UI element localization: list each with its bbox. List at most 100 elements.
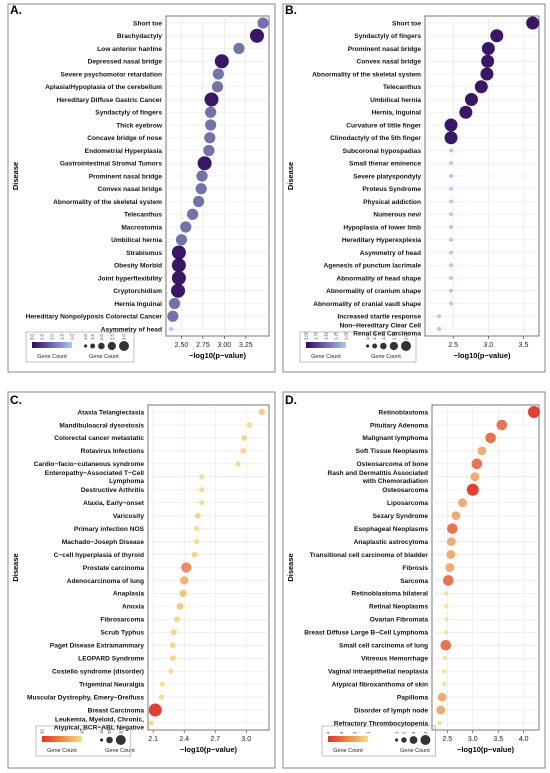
size-legend-dot: [401, 341, 411, 351]
x-axis-label: −log10(p−value): [180, 745, 238, 754]
data-point: [449, 161, 454, 166]
size-legend-dot: [107, 341, 116, 351]
data-point: [443, 630, 448, 635]
legend-box: [299, 331, 417, 363]
data-point: [442, 656, 447, 661]
size-legend-dot: [409, 736, 418, 744]
size-legend-tick: 1.5: [90, 334, 95, 340]
category-label: Abnormality of cranial vault shape: [313, 301, 421, 308]
data-point: [485, 432, 496, 444]
data-point: [199, 487, 205, 493]
data-point: [205, 119, 217, 131]
colorbar-tick: 1.25: [334, 331, 339, 340]
category-label: Leukemia, Myeloid, Chronic, Atypical, BCR…: [54, 716, 145, 731]
category-label: Low anterior hairline: [97, 46, 162, 53]
category-label: Hernia, Inguinal: [372, 110, 422, 117]
size-legend-title: Gene Count: [105, 748, 135, 754]
data-point: [257, 17, 269, 29]
data-point: [480, 67, 494, 81]
category-label: Trigeminal Neuralgia: [79, 681, 144, 688]
category-label: Prominent nasal bridge: [348, 46, 422, 53]
data-point: [170, 629, 177, 636]
data-point: [477, 446, 487, 456]
data-point: [444, 131, 458, 145]
data-point: [449, 212, 454, 217]
data-point: [176, 602, 184, 610]
category-label: Breast Carcinoma: [88, 707, 145, 714]
category-label: Cardio−facio−cutaneous syndrome: [34, 461, 145, 468]
size-legend-tick: 3.0: [122, 334, 127, 340]
category-label: Short toe: [392, 20, 421, 27]
x-tick-label: 3.0: [483, 342, 493, 349]
x-tick-label: 3.25: [239, 342, 253, 349]
legend-box: [35, 725, 132, 757]
y-axis-label: Disease: [286, 553, 295, 581]
data-point: [459, 105, 473, 119]
data-point: [204, 132, 216, 144]
colorbar-title: Gene Count: [333, 748, 363, 754]
data-point: [148, 720, 154, 726]
data-point: [204, 92, 219, 107]
category-label: Ovarian Fibromata: [370, 617, 429, 624]
category-label: Endometrial Hyperplasia: [85, 148, 163, 155]
panel-d: D. 2.5 3.0 3.5 4.0 −log10(p−value) Disease Reti…: [282, 391, 546, 769]
data-point: [199, 500, 205, 506]
category-label: Short toe: [133, 20, 162, 27]
category-label: Anoxia: [122, 604, 144, 611]
category-label: Clinodactyly of the 5th finger: [330, 135, 421, 142]
category-label: Convex nasal bridge: [357, 59, 422, 66]
category-label: Rotavirus Infections: [81, 448, 145, 455]
category-label-line: Atypical, BCR−ABL Negative: [54, 724, 145, 731]
data-point: [445, 563, 455, 572]
x-tick-label: 2.75: [196, 342, 210, 349]
size-legend-tick: 2.00: [404, 331, 409, 340]
size-legend-dot: [119, 341, 129, 351]
data-point: [181, 562, 192, 573]
x-tick-label: 3.5: [493, 736, 503, 743]
size-legend-tick: 3: [411, 731, 416, 734]
x-tick-label: 2.50: [175, 342, 189, 349]
category-label: Hernia Inguinal: [114, 301, 162, 308]
data-point: [443, 575, 454, 586]
y-axis-label: Disease: [11, 162, 20, 190]
category-label: Abnormality of head shape: [336, 275, 421, 282]
category-label: Rash and Dermatitis Associated with Chemo…: [327, 470, 428, 485]
category-label: Pituitary Adenoma: [370, 422, 428, 429]
data-point: [180, 576, 189, 585]
category-label: Agenesis of punctum lacrimale: [324, 263, 422, 270]
category-label: Strabismus: [126, 250, 162, 257]
colorbar: [328, 736, 368, 742]
category-label: Hypoplasia of lower limb: [343, 224, 421, 231]
data-point: [444, 617, 449, 622]
size-legend-tick: 1.50: [381, 331, 386, 340]
size-legend-dot: [372, 343, 378, 349]
panel-letter: D.: [285, 393, 297, 407]
data-point: [446, 537, 456, 546]
size-legend-tick: 2: [401, 731, 406, 734]
data-point: [195, 183, 207, 195]
data-point: [191, 551, 198, 558]
size-legend-title: Gene Count: [371, 354, 401, 360]
legend-box: [321, 725, 436, 757]
colorbar-tick: 4: [326, 731, 331, 734]
category-label-line: Leukemia, Myeloid, Chronic,: [55, 716, 144, 723]
category-label: Syndactyly of fingers: [95, 110, 162, 117]
size-legend-dot: [90, 343, 96, 349]
data-point: [490, 29, 504, 43]
data-point: [449, 199, 454, 204]
data-point: [174, 616, 180, 623]
category-label: Asymmetry of head: [101, 326, 162, 333]
data-point: [169, 642, 176, 649]
colorbar-tick: 10: [80, 729, 85, 734]
category-label: Paget Disease Extramammary: [50, 643, 145, 650]
data-point: [449, 237, 454, 242]
size-legend-dot: [84, 344, 88, 348]
data-point: [179, 589, 187, 598]
size-legend-dot: [115, 735, 126, 745]
data-point: [197, 156, 212, 171]
data-point: [458, 498, 467, 508]
data-point: [175, 234, 188, 246]
data-point: [444, 118, 458, 132]
category-label: Hereditary Diffuse Gastric Cancer: [56, 97, 162, 104]
